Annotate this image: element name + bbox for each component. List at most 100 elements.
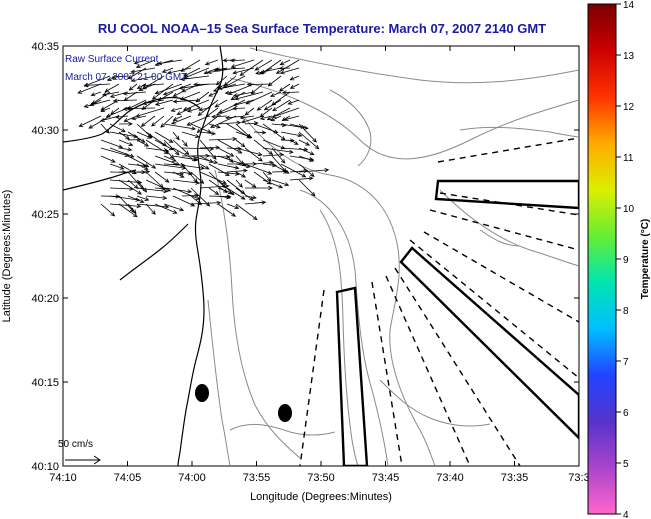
current-vector-head bbox=[283, 116, 289, 121]
current-vector-head bbox=[106, 77, 112, 82]
current-vector bbox=[246, 91, 273, 105]
current-vector bbox=[173, 115, 183, 121]
current-vector-head bbox=[154, 101, 160, 106]
current-vector-head bbox=[197, 200, 202, 206]
current-vector-head bbox=[109, 93, 115, 98]
current-vector bbox=[235, 91, 264, 100]
current-vector-head bbox=[137, 190, 142, 195]
current-vector-head bbox=[172, 99, 178, 104]
current-vector-head bbox=[250, 89, 256, 95]
current-vector bbox=[216, 107, 237, 116]
current-vector bbox=[127, 179, 139, 189]
current-vector-head bbox=[151, 122, 156, 127]
current-vector-head bbox=[157, 61, 163, 66]
current-vector bbox=[181, 163, 198, 183]
current-vector-head bbox=[179, 96, 185, 101]
current-vector-head bbox=[193, 178, 198, 183]
current-vector-head bbox=[172, 116, 178, 121]
current-vector bbox=[279, 83, 291, 92]
current-vector-head bbox=[229, 58, 235, 63]
current-vector-head bbox=[259, 70, 264, 75]
current-vector bbox=[208, 171, 226, 188]
current-vector bbox=[190, 202, 221, 205]
current-vector-head bbox=[191, 126, 197, 131]
x-tick-label: 74:05 bbox=[114, 472, 142, 484]
current-vector bbox=[78, 83, 102, 94]
current-vector-head bbox=[231, 212, 237, 217]
current-vector bbox=[160, 115, 174, 128]
current-vector-head bbox=[171, 120, 176, 125]
current-vector-head bbox=[204, 61, 210, 66]
current-vector bbox=[271, 91, 291, 106]
current-vector bbox=[217, 163, 239, 169]
current-vector-head bbox=[196, 128, 202, 133]
current-vector bbox=[199, 171, 227, 184]
current-vector-head bbox=[133, 60, 139, 65]
current-vector bbox=[210, 115, 237, 128]
current-vector bbox=[241, 115, 264, 123]
current-vector-head bbox=[300, 124, 306, 129]
current-vector-head bbox=[272, 107, 277, 112]
current-vector-head bbox=[232, 102, 238, 107]
current-vector bbox=[163, 139, 180, 156]
current-vector-head bbox=[167, 70, 172, 75]
current-vector-head bbox=[183, 72, 189, 77]
current-vector bbox=[289, 177, 313, 181]
y-tick-label: 40:20 bbox=[31, 293, 59, 305]
current-vector bbox=[205, 59, 219, 65]
current-vector bbox=[100, 139, 123, 149]
current-vector bbox=[289, 155, 314, 160]
current-vector bbox=[215, 99, 228, 108]
current-vector-head bbox=[232, 136, 238, 142]
current-vector bbox=[270, 91, 282, 97]
colorbar-tick-label: 11 bbox=[623, 153, 634, 164]
current-vector-head bbox=[172, 92, 178, 97]
x-axis: 74:10 74:05 74:00 73:55 73:50 73:45 73:40 73:35… bbox=[49, 46, 590, 484]
current-vector-head bbox=[240, 195, 246, 200]
current-vector-head bbox=[275, 69, 281, 74]
current-vector-head bbox=[123, 118, 129, 123]
current-vector bbox=[145, 131, 167, 147]
current-vector bbox=[172, 171, 184, 178]
current-vector-head bbox=[132, 170, 137, 175]
current-vector bbox=[104, 83, 120, 93]
current-vector-head bbox=[216, 200, 222, 205]
current-vector-head bbox=[164, 204, 170, 209]
current-vector-head bbox=[297, 133, 303, 138]
current-vector bbox=[262, 171, 272, 182]
current-vector-head bbox=[246, 82, 252, 87]
current-vector bbox=[199, 155, 213, 163]
current-vector-head bbox=[211, 114, 216, 119]
current-vector bbox=[245, 107, 255, 116]
current-vector bbox=[118, 147, 132, 151]
current-vector-head bbox=[110, 158, 116, 163]
x-axis-title: Longitude (Degrees:Minutes) bbox=[250, 491, 392, 503]
current-vector-head bbox=[239, 71, 245, 76]
current-vector-head bbox=[310, 191, 316, 197]
current-vector-head bbox=[101, 92, 107, 97]
current-vector-head bbox=[221, 180, 227, 184]
current-vector-head bbox=[78, 123, 84, 127]
current-vector bbox=[124, 91, 138, 101]
current-vector bbox=[126, 107, 156, 109]
current-vector-head bbox=[176, 111, 182, 115]
current-vector bbox=[184, 67, 210, 79]
current-vector-head bbox=[232, 106, 237, 111]
current-vector bbox=[167, 67, 192, 74]
current-vector-head bbox=[175, 135, 180, 141]
current-vector-head bbox=[154, 90, 160, 95]
current-vector-head bbox=[208, 92, 214, 97]
current-vector bbox=[181, 195, 198, 197]
current-vector bbox=[260, 107, 273, 118]
current-vector bbox=[262, 179, 283, 188]
current-vector-head bbox=[308, 176, 314, 181]
current-vector-head bbox=[283, 169, 288, 174]
current-vector bbox=[226, 170, 248, 173]
current-vector bbox=[179, 83, 210, 89]
current-vector bbox=[235, 203, 258, 220]
current-vector-head bbox=[144, 142, 150, 147]
map-layer bbox=[63, 46, 579, 466]
current-vector bbox=[158, 91, 174, 101]
current-vector bbox=[199, 163, 209, 170]
current-vector bbox=[223, 75, 246, 89]
